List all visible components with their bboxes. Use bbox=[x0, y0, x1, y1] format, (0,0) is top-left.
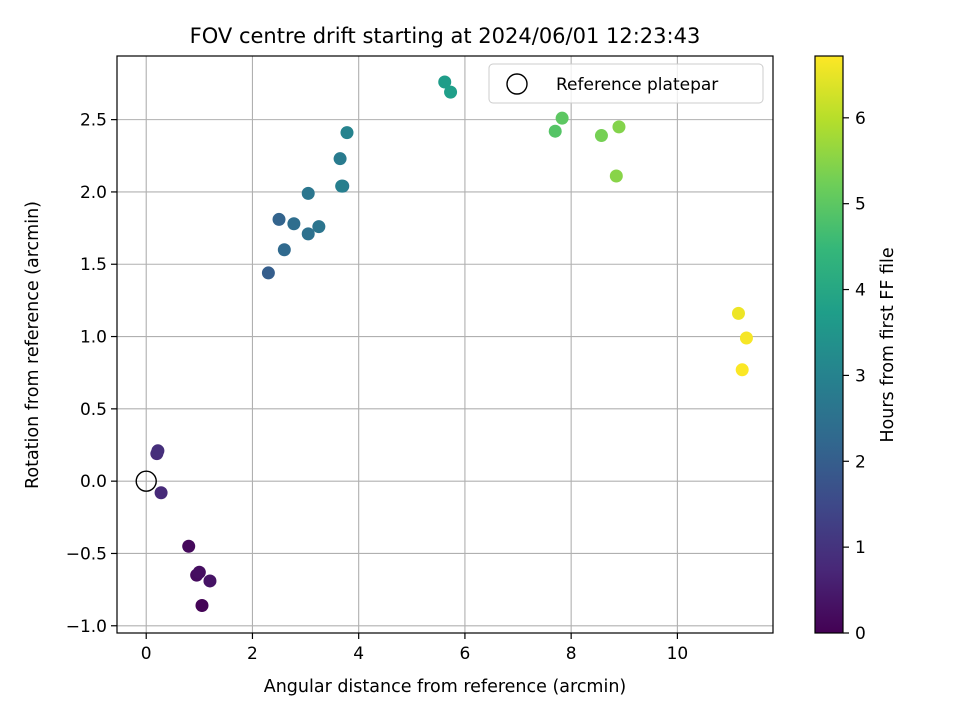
data-point bbox=[154, 486, 168, 500]
colorbar-tick-label: 4 bbox=[855, 281, 866, 301]
data-point bbox=[277, 243, 291, 257]
x-tick-label: 4 bbox=[353, 644, 364, 664]
data-point bbox=[444, 85, 458, 99]
y-tick-label: −1.0 bbox=[66, 617, 107, 637]
y-tick-label: 0.0 bbox=[80, 472, 107, 492]
data-point bbox=[340, 126, 354, 140]
data-point bbox=[612, 120, 626, 134]
x-tick-label: 2 bbox=[247, 644, 258, 664]
data-point bbox=[301, 227, 315, 241]
colorbar-tick-label: 2 bbox=[855, 452, 866, 472]
y-tick-label: 0.5 bbox=[80, 400, 107, 420]
colorbar-label: Hours from first FF file bbox=[878, 247, 898, 442]
y-axis-ticks: −1.0 −0.5 0.0 0.5 1.0 1.5 2.0 2.5 bbox=[66, 111, 117, 637]
reference-point bbox=[135, 470, 157, 492]
y-tick-label: 1.5 bbox=[80, 255, 107, 275]
y-tick-label: −0.5 bbox=[66, 544, 107, 564]
colorbar bbox=[814, 55, 844, 634]
data-point bbox=[594, 129, 608, 143]
data-point bbox=[739, 331, 753, 345]
data-point bbox=[182, 539, 196, 553]
legend-box bbox=[488, 63, 764, 104]
data-point bbox=[333, 152, 347, 166]
colorbar-ticks: 0 1 2 3 4 5 6 bbox=[843, 109, 866, 644]
data-points bbox=[150, 75, 753, 613]
x-tick-label: 8 bbox=[566, 644, 577, 664]
data-point bbox=[261, 266, 275, 280]
y-tick-label: 2.5 bbox=[80, 111, 107, 131]
data-point bbox=[731, 306, 745, 320]
legend: Reference platepar bbox=[488, 63, 764, 104]
plot-frame bbox=[116, 55, 774, 634]
colorbar-tick-label: 5 bbox=[855, 195, 866, 215]
x-tick-label: 0 bbox=[141, 644, 152, 664]
data-point bbox=[735, 363, 749, 377]
data-point bbox=[335, 179, 349, 193]
legend-marker bbox=[506, 73, 528, 95]
data-point bbox=[312, 220, 326, 234]
y-tick-label: 2.0 bbox=[80, 183, 107, 203]
data-point bbox=[195, 599, 209, 613]
legend-label: Reference platepar bbox=[556, 75, 718, 95]
colorbar-tick-label: 1 bbox=[855, 538, 866, 558]
y-tick-label: 1.0 bbox=[80, 328, 107, 348]
reference-point-group bbox=[135, 470, 157, 492]
data-point bbox=[609, 169, 623, 183]
data-point bbox=[301, 186, 315, 200]
x-tick-label: 6 bbox=[460, 644, 471, 664]
chart-title: FOV centre drift starting at 2024/06/01 … bbox=[190, 24, 701, 48]
data-point bbox=[438, 75, 452, 89]
plot-grid bbox=[117, 56, 773, 633]
x-tick-label: 10 bbox=[667, 644, 689, 664]
y-axis-label: Rotation from reference (arcmin) bbox=[23, 201, 43, 489]
data-point bbox=[151, 444, 165, 458]
x-axis-label: Angular distance from reference (arcmin) bbox=[264, 677, 627, 697]
colorbar-tick-label: 0 bbox=[855, 624, 866, 644]
data-point bbox=[203, 574, 217, 588]
data-point bbox=[287, 217, 301, 231]
data-point bbox=[272, 212, 286, 226]
data-point bbox=[192, 565, 206, 579]
colorbar-tick-label: 3 bbox=[855, 366, 866, 386]
x-axis-ticks: 0 2 4 6 8 10 bbox=[141, 633, 688, 664]
colorbar-tick-label: 6 bbox=[855, 109, 866, 129]
data-point bbox=[548, 124, 562, 138]
data-point bbox=[555, 111, 569, 125]
